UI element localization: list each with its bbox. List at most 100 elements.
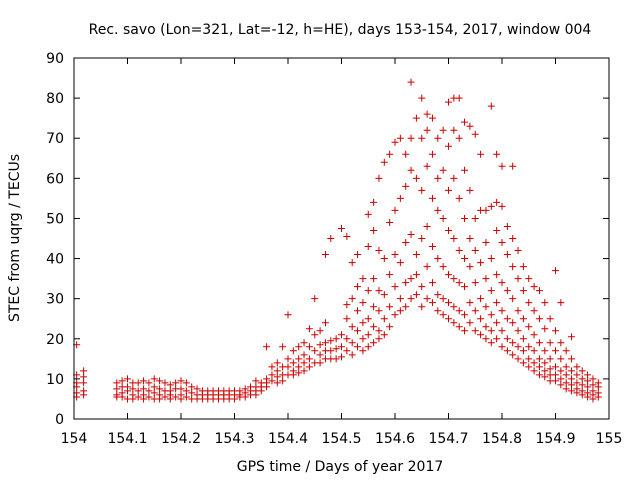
data-point xyxy=(525,363,533,371)
x-tick-label: 154.3 xyxy=(214,431,254,447)
data-point xyxy=(439,214,447,222)
y-tick-label: 50 xyxy=(46,211,64,227)
data-point xyxy=(557,367,565,375)
data-point xyxy=(134,393,142,401)
data-point xyxy=(295,343,303,351)
data-point xyxy=(295,363,303,371)
data-point xyxy=(343,315,351,323)
data-point xyxy=(311,331,319,339)
data-point xyxy=(498,239,506,247)
data-point xyxy=(172,393,180,401)
data-point xyxy=(80,373,88,381)
data-point xyxy=(343,301,351,309)
data-point xyxy=(487,311,495,319)
data-point xyxy=(354,343,362,351)
data-point xyxy=(321,251,329,259)
data-point xyxy=(412,251,420,259)
data-point xyxy=(482,275,490,283)
data-point xyxy=(519,359,527,367)
data-point xyxy=(327,347,335,355)
data-point xyxy=(503,335,511,343)
data-point xyxy=(482,335,490,343)
data-point xyxy=(391,206,399,214)
data-point xyxy=(402,303,410,311)
data-point xyxy=(434,291,442,299)
data-point xyxy=(450,275,458,283)
data-point xyxy=(530,331,538,339)
data-point xyxy=(445,299,452,307)
chart-title: Rec. savo (Lon=321, Lat=-12, h=HE), days… xyxy=(89,22,592,38)
data-point xyxy=(557,355,565,363)
data-point xyxy=(503,222,511,230)
data-point xyxy=(568,367,576,375)
data-point xyxy=(402,150,410,158)
data-point xyxy=(150,389,158,397)
data-point xyxy=(509,162,517,170)
data-point xyxy=(471,307,479,315)
data-point xyxy=(471,279,479,287)
data-point xyxy=(466,122,474,130)
data-point xyxy=(477,331,485,339)
data-point xyxy=(364,210,372,218)
data-point xyxy=(268,377,276,385)
data-point xyxy=(428,194,436,202)
data-point xyxy=(172,379,180,387)
data-point xyxy=(273,367,281,375)
data-point xyxy=(482,303,490,311)
data-point xyxy=(466,263,474,271)
data-point xyxy=(295,369,303,377)
data-point xyxy=(434,307,442,315)
data-point xyxy=(423,162,431,170)
data-point xyxy=(594,383,602,391)
y-tick-label: 60 xyxy=(46,171,64,187)
data-point xyxy=(113,385,121,393)
data-point xyxy=(509,295,517,303)
data-point xyxy=(503,347,511,355)
data-point xyxy=(428,150,436,158)
data-point xyxy=(509,235,517,242)
data-point xyxy=(562,371,570,379)
data-point xyxy=(321,339,329,347)
data-point xyxy=(348,295,356,303)
x-axis-label: GPS time / Days of year 2017 xyxy=(237,459,444,475)
data-point xyxy=(396,295,404,303)
data-point xyxy=(466,319,474,327)
data-point xyxy=(338,224,345,232)
data-point xyxy=(578,381,586,389)
data-point xyxy=(525,275,533,283)
data-point xyxy=(300,359,308,367)
data-point xyxy=(156,385,164,393)
data-point xyxy=(375,174,383,182)
data-point xyxy=(423,110,431,118)
data-point xyxy=(509,351,517,359)
data-point xyxy=(311,347,319,355)
data-point xyxy=(450,319,458,327)
data-point xyxy=(535,339,543,347)
data-point xyxy=(327,337,335,345)
y-tick-label: 90 xyxy=(46,51,64,67)
data-point xyxy=(514,247,522,255)
data-point xyxy=(418,134,426,142)
data-point xyxy=(418,235,426,242)
data-point xyxy=(573,379,581,387)
data-point xyxy=(498,162,506,170)
data-point xyxy=(487,202,495,210)
data-point xyxy=(321,319,329,327)
data-point xyxy=(439,126,447,134)
data-point xyxy=(509,319,517,327)
data-point xyxy=(450,235,458,242)
data-point xyxy=(562,347,570,355)
data-point xyxy=(150,375,158,383)
data-point xyxy=(252,377,260,385)
axis-ticks: 154 154.1 154.2 154.3 154.4 154.5 154.6 154.7 15… xyxy=(46,51,622,447)
data-point xyxy=(455,134,463,142)
x-tick-label: 154 xyxy=(61,431,88,447)
data-point xyxy=(471,214,479,222)
data-point xyxy=(445,226,452,234)
data-point xyxy=(359,335,367,343)
data-point xyxy=(519,315,527,323)
data-point xyxy=(402,279,410,287)
data-point xyxy=(557,299,565,307)
data-point xyxy=(477,295,485,303)
data-point xyxy=(354,251,362,259)
